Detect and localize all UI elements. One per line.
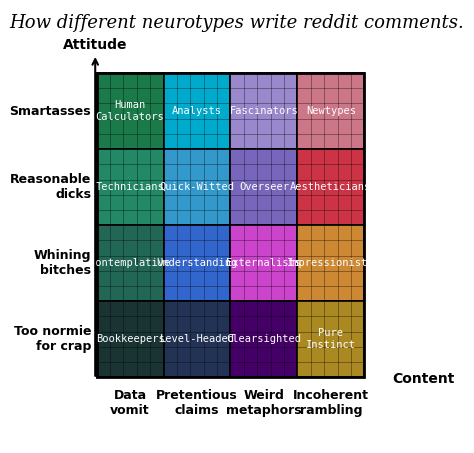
Text: Fascinators: Fascinators: [229, 106, 298, 116]
Bar: [297, 301, 365, 377]
Text: Impressionists: Impressionists: [287, 258, 374, 268]
Text: Too normie
for crap: Too normie for crap: [14, 325, 91, 353]
Text: How different neurotypes write reddit comments.: How different neurotypes write reddit co…: [9, 14, 465, 32]
Bar: [97, 73, 164, 149]
Text: Incoherent
rambling: Incoherent rambling: [293, 389, 369, 417]
Bar: [97, 73, 164, 149]
Bar: [230, 225, 297, 301]
Text: Overseer: Overseer: [239, 182, 289, 192]
Bar: [97, 225, 164, 301]
Text: Human
Calculators: Human Calculators: [96, 100, 164, 122]
Bar: [230, 149, 297, 225]
Text: Newtypes: Newtypes: [306, 106, 356, 116]
Bar: [97, 301, 164, 377]
Bar: [230, 149, 297, 225]
Bar: [97, 73, 365, 377]
Bar: [297, 225, 365, 301]
Text: Clearsighted: Clearsighted: [227, 334, 301, 344]
Text: Pure
Instinct: Pure Instinct: [306, 328, 356, 350]
Text: Understanding: Understanding: [156, 258, 237, 268]
Text: Externalists: Externalists: [227, 258, 301, 268]
Bar: [164, 225, 230, 301]
Text: Data
vomit: Data vomit: [110, 389, 150, 417]
Bar: [230, 301, 297, 377]
Bar: [297, 225, 365, 301]
Bar: [230, 73, 297, 149]
Text: Aestheticians: Aestheticians: [290, 182, 372, 192]
Text: Quick-Witted: Quick-Witted: [159, 182, 235, 192]
Bar: [164, 301, 230, 377]
Text: Reasonable
dicks: Reasonable dicks: [10, 173, 91, 201]
Text: Whining
bitches: Whining bitches: [34, 249, 91, 277]
Bar: [297, 301, 365, 377]
Text: Bookkeepers: Bookkeepers: [96, 334, 164, 344]
Text: Contemplative: Contemplative: [90, 258, 171, 268]
Text: Pretentious
claims: Pretentious claims: [156, 389, 238, 417]
Bar: [97, 149, 164, 225]
Bar: [230, 73, 297, 149]
Text: Weird
metaphors: Weird metaphors: [226, 389, 302, 417]
Bar: [297, 149, 365, 225]
Text: Level-Headed: Level-Headed: [159, 334, 235, 344]
Text: Analysts: Analysts: [172, 106, 222, 116]
Bar: [164, 225, 230, 301]
Bar: [230, 225, 297, 301]
Bar: [297, 73, 365, 149]
Text: Smartasses: Smartasses: [9, 105, 91, 118]
Bar: [230, 301, 297, 377]
Bar: [97, 149, 164, 225]
Bar: [97, 301, 164, 377]
Bar: [164, 149, 230, 225]
Bar: [297, 73, 365, 149]
Bar: [164, 73, 230, 149]
Text: Technicians: Technicians: [96, 182, 164, 192]
Bar: [297, 149, 365, 225]
Bar: [164, 149, 230, 225]
Bar: [97, 225, 164, 301]
Text: Content: Content: [392, 372, 455, 386]
Bar: [164, 301, 230, 377]
Text: Attitude: Attitude: [63, 38, 128, 52]
Bar: [164, 73, 230, 149]
